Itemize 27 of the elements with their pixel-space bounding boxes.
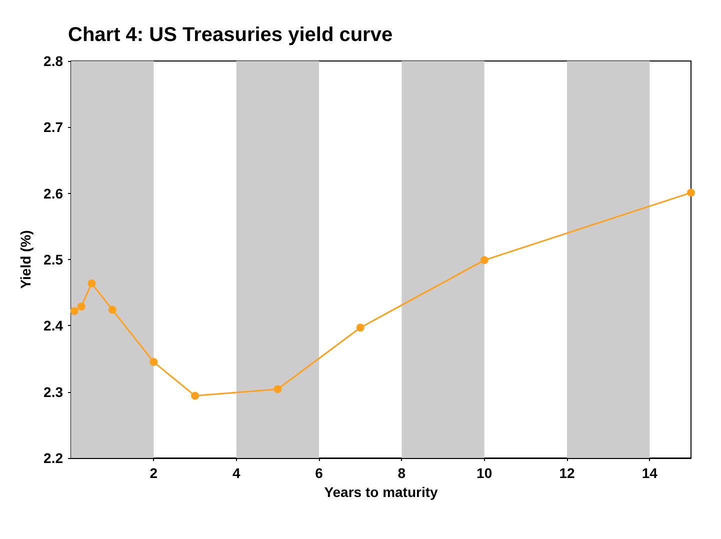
- point: [356, 324, 364, 332]
- point: [88, 279, 96, 288]
- point: [70, 307, 78, 316]
- x-tick-label: 14: [642, 465, 658, 481]
- y-tick-label: 2.4: [44, 318, 64, 334]
- x-tick-label: 2: [150, 465, 158, 481]
- point: [77, 302, 86, 310]
- x-axis-title: Years to maturity: [324, 484, 438, 500]
- x-tick-label: 8: [398, 465, 406, 481]
- x-tick-label: 4: [232, 465, 240, 481]
- point: [191, 392, 199, 400]
- y-tick-label: 2.2: [44, 450, 64, 466]
- x-tick-label: 6: [315, 465, 324, 481]
- y-tick-label: 2.3: [44, 384, 64, 400]
- x-tick-label: 12: [559, 465, 575, 481]
- y-tick-label: 2.7: [44, 119, 64, 136]
- point: [274, 385, 282, 394]
- y-tick-label: 2.5: [44, 252, 64, 268]
- point: [108, 306, 116, 314]
- y-tick-label: 2.8: [44, 53, 64, 69]
- y-axis-title: Yield (%): [18, 230, 34, 289]
- point: [150, 358, 158, 366]
- chart-title: Chart 4: US Treasuries yield curve: [68, 24, 393, 46]
- y-tick-label: 2.6: [44, 185, 64, 202]
- point: [480, 256, 488, 264]
- point: [687, 188, 695, 197]
- x-tick-label: 10: [476, 465, 492, 481]
